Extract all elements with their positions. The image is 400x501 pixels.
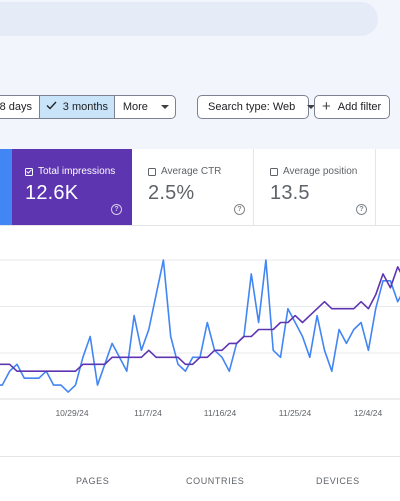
metric-card-position[interactable]: Average position 13.5 ?	[254, 149, 376, 225]
metric-card-clicks-edge[interactable]	[0, 149, 12, 225]
metric-card-impressions[interactable]: Total impressions 12.6K ?	[12, 149, 132, 225]
x-tick-label: 11/25/24	[279, 408, 312, 418]
dimension-tabs: PAGES COUNTRIES DEVICES	[0, 456, 400, 501]
position-label: Average position	[283, 166, 358, 177]
checkbox-unchecked-icon[interactable]	[270, 167, 278, 176]
x-tick-label: 11/16/24	[204, 408, 237, 418]
caret-down-icon	[307, 105, 316, 109]
date-range-3-months-label: 3 months	[62, 101, 109, 113]
ctr-value: 2.5%	[148, 182, 195, 204]
search-type-label: Search type: Web	[208, 101, 296, 113]
top-area: 28 days 3 months More Search type: Web +…	[0, 0, 400, 150]
date-range-3-months[interactable]: 3 months	[40, 96, 115, 118]
x-tick-label: 12/4/24	[354, 408, 383, 418]
x-tick-label: 11/7/24	[134, 408, 162, 418]
caret-down-icon	[160, 105, 169, 109]
checkbox-unchecked-icon[interactable]	[148, 167, 156, 176]
metric-card-ctr[interactable]: Average CTR 2.5% ?	[132, 149, 254, 225]
chart-x-ticks: 10/29/24 11/7/24 11/16/24 11/25/24 12/4/24	[55, 408, 382, 418]
impressions-label: Total impressions	[38, 166, 116, 177]
help-icon[interactable]: ?	[356, 204, 367, 215]
date-range-28-days[interactable]: 28 days	[0, 96, 40, 118]
date-range-more-button[interactable]: More	[115, 96, 175, 118]
impressions-value: 12.6K	[25, 182, 79, 204]
help-icon[interactable]: ?	[234, 204, 245, 215]
search-bar[interactable]	[0, 2, 378, 36]
date-range-selector: 28 days 3 months More	[0, 95, 176, 119]
plus-icon: +	[322, 98, 331, 115]
search-type-dropdown[interactable]: Search type: Web	[197, 95, 316, 119]
chart-series	[0, 259, 400, 393]
series-line-impressions	[0, 266, 400, 372]
chart-grid	[0, 259, 400, 400]
add-filter-button[interactable]: + Add filter	[314, 95, 390, 119]
series-line-clicks	[0, 259, 400, 393]
metric-cards: Total impressions 12.6K ? Average CTR 2.…	[0, 149, 400, 226]
date-range-more-label: More	[122, 101, 148, 113]
checkmark-icon	[46, 101, 57, 113]
ctr-label: Average CTR	[161, 166, 222, 177]
add-filter-label: Add filter	[337, 101, 382, 113]
tab-devices[interactable]: DEVICES	[316, 476, 360, 486]
tab-countries[interactable]: COUNTRIES	[186, 476, 245, 486]
date-range-28-days-label: 28 days	[0, 101, 32, 113]
x-tick-label: 10/29/24	[55, 408, 88, 418]
checkbox-checked-icon[interactable]	[25, 167, 33, 176]
help-icon[interactable]: ?	[111, 204, 122, 215]
tab-pages[interactable]: PAGES	[76, 476, 110, 486]
position-value: 13.5	[270, 182, 310, 204]
performance-chart[interactable]: 10/29/24 11/7/24 11/16/24 11/25/24 12/4/24	[0, 226, 400, 426]
